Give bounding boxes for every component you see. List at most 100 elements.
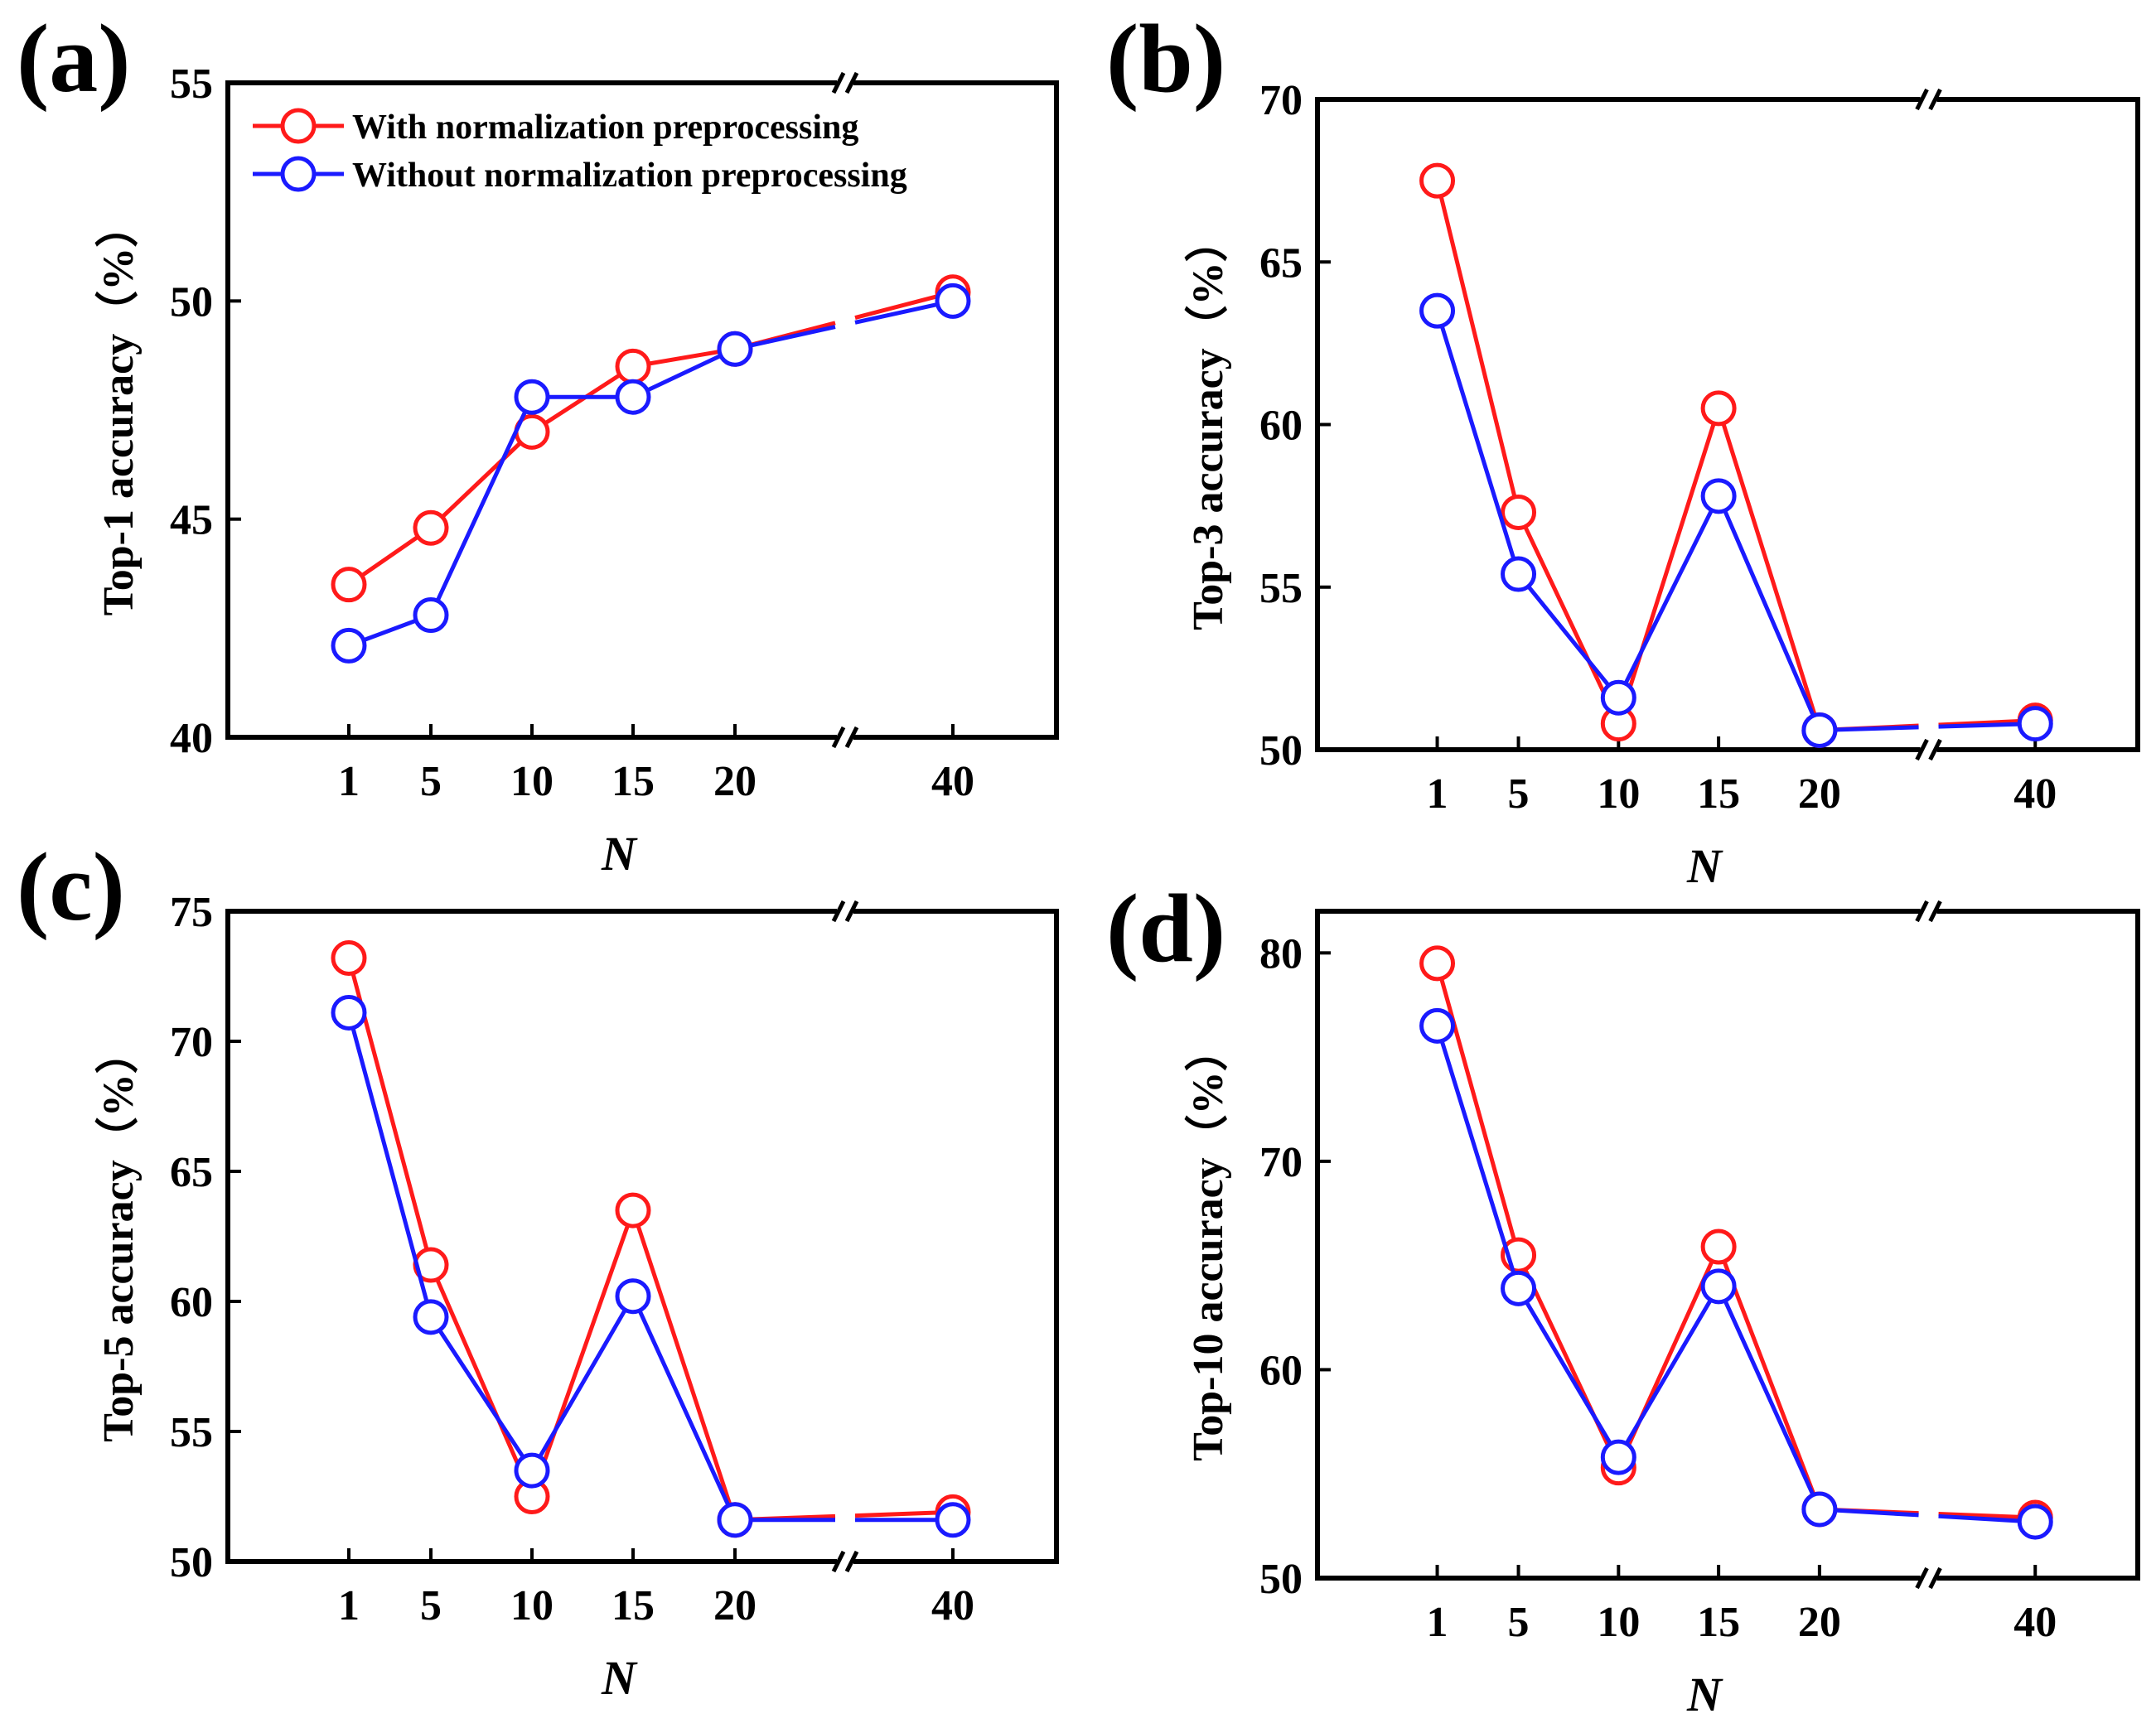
- data-point: [615, 348, 651, 384]
- data-point: [1600, 679, 1636, 716]
- y-tick-label: 65: [1259, 239, 1303, 287]
- axis-break-mark: [831, 71, 846, 94]
- series-line-with-normalization: [1435, 180, 1822, 731]
- x-tick-label: 5: [420, 1582, 442, 1629]
- y-tick-label: 70: [1259, 1139, 1303, 1186]
- y-tick-label: 80: [1259, 930, 1303, 978]
- y-tick-label: 60: [1259, 403, 1303, 450]
- data-point: [514, 379, 550, 415]
- x-tick-label: 15: [612, 1582, 655, 1629]
- legend-marker: [280, 108, 317, 144]
- axis-break-mark: [1915, 900, 1929, 923]
- data-point: [1700, 390, 1737, 427]
- x-tick-label: 40: [2013, 1599, 2057, 1646]
- y-tick-label: 70: [1259, 77, 1303, 124]
- legend-label: With normalization preprocessing: [352, 109, 858, 147]
- axis-break-mark: [844, 900, 859, 923]
- y-tick-label: 75: [170, 889, 213, 936]
- x-tick-label: 10: [1597, 770, 1640, 818]
- x-axis-title: N: [601, 827, 638, 881]
- x-tick-label: 5: [420, 758, 442, 805]
- x-tick-label: 10: [510, 758, 554, 805]
- x-axis-title: N: [1686, 839, 1723, 893]
- data-point: [615, 1192, 651, 1229]
- data-point: [615, 379, 651, 415]
- axis-break-mark: [1915, 88, 1929, 111]
- y-axis-title: Top-3 accuracy（%）: [1184, 219, 1232, 630]
- data-point: [2017, 1504, 2053, 1540]
- y-axis-title: Top-10 accuracy（%）: [1184, 1028, 1232, 1460]
- axis-break-mark: [844, 726, 859, 749]
- x-tick-label: 15: [1697, 1599, 1740, 1646]
- y-tick-label: 45: [170, 497, 213, 544]
- data-point: [1700, 1229, 1737, 1265]
- x-tick-label: 20: [713, 1582, 757, 1629]
- x-tick-label: 40: [931, 758, 974, 805]
- y-tick-label: 70: [170, 1019, 213, 1066]
- data-point: [331, 567, 367, 603]
- plot-frame: [225, 909, 1059, 1564]
- panel-letter: (c): [17, 833, 125, 941]
- series-line-without-normalization: [346, 1011, 737, 1521]
- legend-marker: [280, 156, 317, 192]
- y-tick-label: 55: [170, 60, 213, 108]
- data-point: [1501, 1270, 1537, 1306]
- x-tick-label: 15: [1697, 770, 1740, 818]
- axis-break-mark: [1928, 1566, 1942, 1590]
- x-axis-title: N: [601, 1651, 638, 1705]
- data-point: [413, 509, 449, 546]
- series-line-with-normalization: [1435, 963, 1822, 1510]
- panel-letter: (d): [1106, 874, 1225, 982]
- y-tick-label: 60: [1259, 1347, 1303, 1394]
- plot-frame: [225, 80, 1059, 740]
- data-point: [1700, 1268, 1737, 1305]
- data-point: [1801, 712, 1838, 748]
- data-point: [1419, 945, 1456, 982]
- data-point: [935, 282, 971, 319]
- y-tick-label: 50: [170, 278, 213, 326]
- data-point: [514, 1452, 550, 1489]
- data-point: [413, 1299, 449, 1335]
- data-point: [717, 331, 753, 367]
- axis-break-mark: [844, 1550, 859, 1573]
- x-tick-label: 10: [510, 1582, 554, 1629]
- plot-frame: [1315, 909, 2140, 1581]
- data-point: [1801, 1491, 1838, 1528]
- axis-break-mark: [831, 726, 846, 749]
- series-line-without-normalization: [1435, 1025, 1822, 1511]
- data-point: [1419, 292, 1456, 329]
- x-tick-label: 20: [713, 758, 757, 805]
- series-line-with-normalization: [346, 957, 737, 1521]
- panel-letter: (b): [1106, 4, 1225, 113]
- x-axis-title: N: [1686, 1668, 1723, 1721]
- x-tick-label: 40: [931, 1582, 974, 1629]
- data-point: [1501, 556, 1537, 592]
- x-tick-label: 10: [1597, 1599, 1640, 1646]
- y-tick-label: 40: [170, 715, 213, 762]
- data-point: [935, 1502, 971, 1538]
- x-tick-label: 1: [1427, 1599, 1448, 1646]
- data-point: [1700, 478, 1737, 514]
- data-point: [1419, 1007, 1456, 1044]
- y-axis-title: Top-1 accuracy（%）: [94, 205, 143, 615]
- legend-label: Without normalization preprocessing: [352, 157, 907, 195]
- axis-break-mark: [1928, 88, 1942, 111]
- y-tick-label: 55: [170, 1409, 213, 1456]
- y-tick-label: 55: [1259, 565, 1303, 612]
- y-tick-label: 60: [170, 1279, 213, 1326]
- x-tick-label: 1: [338, 758, 360, 805]
- data-point: [717, 1502, 753, 1538]
- panel-letter: (a): [17, 4, 131, 113]
- data-point: [1501, 494, 1537, 530]
- axis-break-mark: [1915, 738, 1929, 761]
- axis-break-mark: [831, 1550, 846, 1573]
- y-tick-label: 50: [170, 1539, 213, 1586]
- data-point: [331, 627, 367, 664]
- data-point: [1419, 162, 1456, 199]
- y-tick-label: 50: [1259, 727, 1303, 775]
- series-line-without-normalization: [1435, 310, 1822, 731]
